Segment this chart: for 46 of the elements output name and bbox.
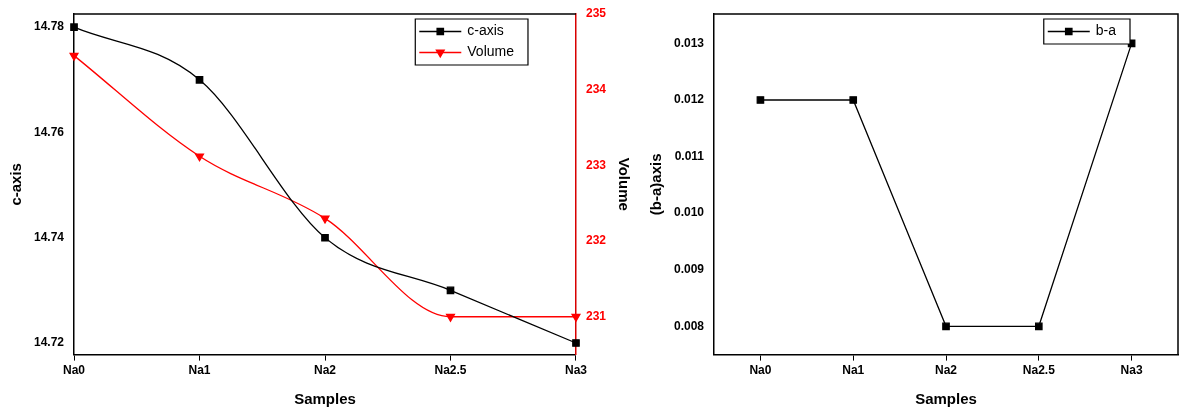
y2-tick-label: 231	[585, 309, 607, 324]
x-tick-label: Na0	[63, 363, 86, 378]
point	[849, 96, 858, 104]
point	[194, 153, 205, 162]
point	[445, 313, 456, 322]
y-tick-label: 0.013	[674, 35, 705, 50]
x-tick-label: Na3	[1120, 363, 1143, 378]
point	[321, 233, 329, 242]
point	[942, 322, 950, 331]
y-tick-label: 0.012	[674, 92, 705, 107]
point	[320, 215, 330, 224]
y2-tick-label: 235	[585, 6, 607, 21]
x-tick-label: Na1	[842, 363, 865, 378]
y2-tick-label: 233	[585, 157, 607, 172]
y-tick-label: 14.76	[34, 124, 65, 139]
y2-tick-label: 232	[585, 233, 607, 248]
y-tick-label: 0.010	[674, 205, 705, 220]
y2-tick-label: 234	[585, 82, 607, 96]
legend-label: b-a	[1095, 22, 1117, 39]
point	[195, 75, 204, 84]
point	[756, 96, 765, 104]
point	[70, 23, 78, 31]
x-axis-title: Samples	[915, 390, 977, 408]
y-tick-label: 14.72	[34, 335, 65, 350]
y2-axis-title: Volume	[615, 157, 633, 211]
y-axis-title: (b-a)axis	[647, 153, 665, 216]
legend-label: c-axis	[467, 22, 504, 39]
x-tick-label: Na2.5	[434, 363, 467, 378]
y-axis-title: c-axis	[7, 163, 25, 206]
x-tick-label: Na2.5	[1022, 363, 1056, 378]
point	[69, 52, 79, 61]
x-tick-label: Na0	[749, 363, 772, 378]
legend-label: Volume	[467, 43, 515, 60]
y-tick-label: 14.74	[34, 230, 65, 245]
y-tick-label: 0.011	[674, 148, 705, 163]
y-tick-label: 0.008	[674, 318, 705, 333]
point	[572, 339, 580, 347]
x-tick-label: Na3	[564, 363, 588, 378]
x-tick-label: Na2	[935, 363, 958, 378]
x-tick-label: Na2	[314, 363, 337, 378]
y-tick-label: 14.78	[34, 19, 65, 34]
point	[1034, 322, 1043, 331]
x-tick-label: Na1	[188, 363, 211, 378]
y-tick-label: 0.009	[674, 262, 705, 277]
point	[571, 313, 581, 322]
x-axis-title: Samples	[294, 390, 356, 408]
